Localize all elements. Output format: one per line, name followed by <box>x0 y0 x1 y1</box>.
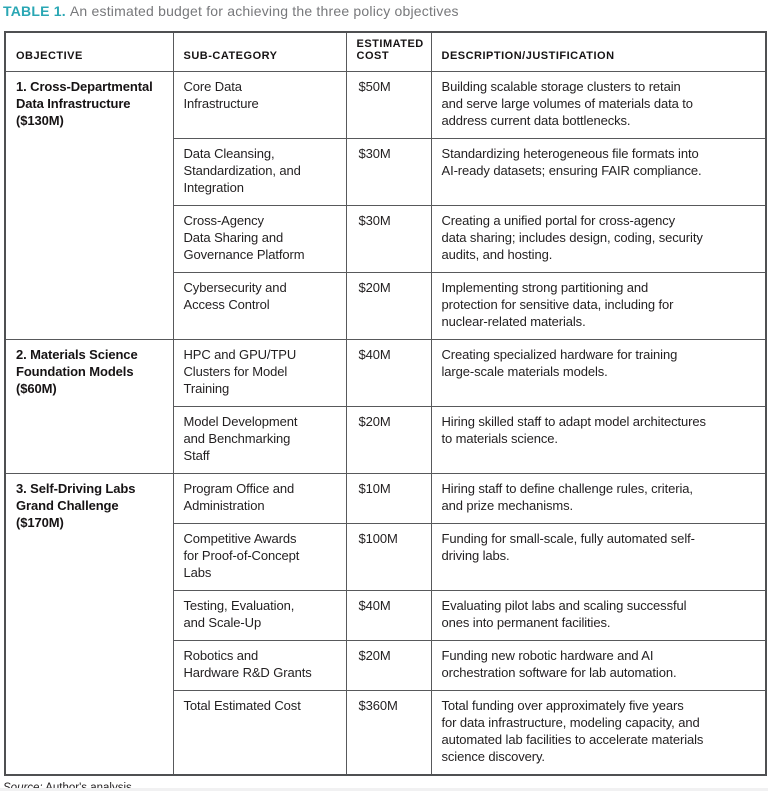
objective-cell: 2. Materials Science Foundation Models (… <box>4 339 174 474</box>
header-description: DESCRIPTION/JUSTIFICATION <box>430 31 767 72</box>
table-row: Model Development and Benchmarking Staff… <box>5 406 767 474</box>
cost-cell: $40M <box>345 339 432 407</box>
description-cell: Funding for small-scale, fully automated… <box>430 523 767 591</box>
subcategory-cell: Model Development and Benchmarking Staff <box>172 406 347 474</box>
table-caption: An estimated budget for achieving the th… <box>69 3 459 19</box>
subcategory-cell: Program Office and Administration <box>172 473 347 524</box>
table-body: 1. Cross-Departmental Data Infrastructur… <box>4 71 767 776</box>
subcategory-cell: HPC and GPU/TPU Clusters for Model Train… <box>172 339 347 407</box>
source-label: Source: <box>3 782 43 791</box>
subcategory-cell: Core Data Infrastructure <box>172 71 347 139</box>
header-objective: OBJECTIVE <box>4 31 174 72</box>
header-sub-category: SUB-CATEGORY <box>172 31 347 72</box>
description-cell: Implementing strong partitioning and pro… <box>430 272 767 340</box>
description-cell: Hiring staff to define challenge rules, … <box>430 473 767 524</box>
table-row: Data Cleansing, Standardization, and Int… <box>5 138 767 206</box>
table-row: Competitive Awards for Proof-of-Concept … <box>5 523 767 591</box>
subcategory-cell: Robotics and Hardware R&D Grants <box>172 640 347 691</box>
subcategory-cell: Competitive Awards for Proof-of-Concept … <box>172 523 347 591</box>
cost-cell: $20M <box>345 406 432 474</box>
cost-cell: $40M <box>345 590 432 641</box>
description-cell: Total funding over approximately five ye… <box>430 690 767 776</box>
subcategory-cell: Testing, Evaluation, and Scale-Up <box>172 590 347 641</box>
cost-cell: $20M <box>345 640 432 691</box>
source-line: Source: Author's analysis <box>3 782 768 791</box>
budget-table: OBJECTIVE SUB-CATEGORY ESTIMATED COST DE… <box>4 31 767 776</box>
subcategory-cell: Cybersecurity and Access Control <box>172 272 347 340</box>
table-row: Cross-Agency Data Sharing and Governance… <box>5 205 767 273</box>
cost-cell: $30M <box>345 138 432 206</box>
description-cell: Funding new robotic hardware and AI orch… <box>430 640 767 691</box>
cost-cell: $360M <box>345 690 432 776</box>
header-row: OBJECTIVE SUB-CATEGORY ESTIMATED COST DE… <box>4 31 767 72</box>
subcategory-cell: Cross-Agency Data Sharing and Governance… <box>172 205 347 273</box>
subcategory-cell: Total Estimated Cost <box>172 690 347 776</box>
cost-cell: $20M <box>345 272 432 340</box>
table-row: Robotics and Hardware R&D Grants $20M Fu… <box>5 640 767 691</box>
objective-cell: 3. Self-Driving Labs Grand Challenge ($1… <box>4 473 174 776</box>
cost-cell: $50M <box>345 71 432 139</box>
table-row: Total Estimated Cost $360M Total funding… <box>5 690 767 776</box>
bottom-page-strip <box>0 788 768 791</box>
table-row: 3. Self-Driving Labs Grand Challenge ($1… <box>4 473 767 776</box>
table-number-label: TABLE 1. <box>3 3 66 19</box>
objective-cell: 1. Cross-Departmental Data Infrastructur… <box>4 71 174 340</box>
cost-cell: $100M <box>345 523 432 591</box>
description-cell: Creating specialized hardware for traini… <box>430 339 767 407</box>
table-row: 2. Materials Science Foundation Models (… <box>4 339 767 474</box>
table-row: Cybersecurity and Access Control $20M Im… <box>5 272 767 340</box>
description-cell: Building scalable storage clusters to re… <box>430 71 767 139</box>
table-title: TABLE 1. An estimated budget for achievi… <box>3 2 768 20</box>
cost-cell: $30M <box>345 205 432 273</box>
description-cell: Hiring skilled staff to adapt model arch… <box>430 406 767 474</box>
table-row: 1. Cross-Departmental Data Infrastructur… <box>4 71 767 340</box>
subcategory-cell: Data Cleansing, Standardization, and Int… <box>172 138 347 206</box>
description-cell: Creating a unified portal for cross-agen… <box>430 205 767 273</box>
table-header: OBJECTIVE SUB-CATEGORY ESTIMATED COST DE… <box>4 31 767 72</box>
header-estimated-cost: ESTIMATED COST <box>345 31 432 72</box>
source-text: Author's analysis <box>45 782 132 791</box>
description-cell: Standardizing heterogeneous file formats… <box>430 138 767 206</box>
description-cell: Evaluating pilot labs and scaling succes… <box>430 590 767 641</box>
cost-cell: $10M <box>345 473 432 524</box>
